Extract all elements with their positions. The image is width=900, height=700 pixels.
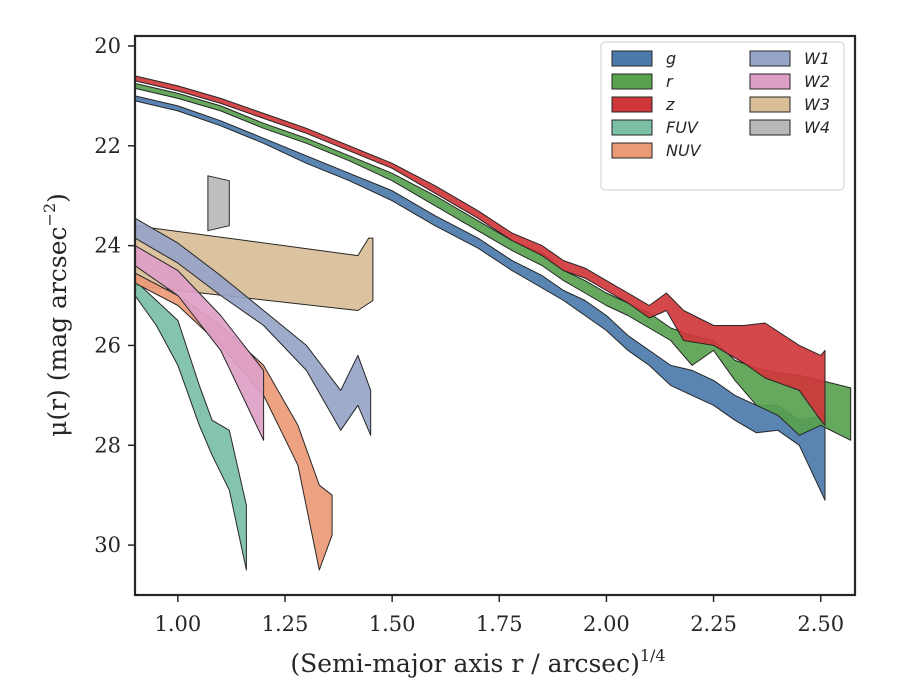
legend-swatch-w2 <box>749 73 791 90</box>
band-z <box>135 75 826 426</box>
y-tick-label: 28 <box>94 433 121 457</box>
x-axis-label: (Semi-major axis r / arcsec)1/4 <box>290 646 665 678</box>
legend-label-w4: W4 <box>804 118 830 137</box>
y-axis-label-exponent: −2 <box>40 203 59 227</box>
legend-label-g: g <box>666 49 676 68</box>
x-tick-label: 1.00 <box>154 612 201 636</box>
legend-label-z: z <box>665 95 675 114</box>
band-w4 <box>207 175 230 232</box>
legend-label-w2: W2 <box>804 72 830 91</box>
band-w1 <box>135 217 372 436</box>
legend-label-r: r <box>666 72 674 91</box>
x-tick-label: 2.50 <box>797 612 844 636</box>
y-tick-label: 24 <box>94 234 121 258</box>
legend-swatch-nuv <box>611 142 653 159</box>
band-fuv <box>135 280 247 571</box>
band-w2 <box>135 245 265 441</box>
legend-swatch-r <box>611 73 653 90</box>
bands-layer <box>135 75 852 571</box>
plot-frame <box>133 34 857 597</box>
legend-swatch-g <box>611 50 653 67</box>
x-tick-label: 2.00 <box>583 612 630 636</box>
legend-label-nuv: NUV <box>666 141 702 160</box>
y-axis-label-close: ) <box>43 193 72 203</box>
x-tick-label: 1.75 <box>476 612 523 636</box>
legend-label-w1: W1 <box>804 49 830 68</box>
y-tick-label: 30 <box>94 533 121 557</box>
y-axis: 20 22 24 26 28 30 <box>94 34 135 557</box>
legend: grz FUV NUV W1 W2 W3 W4 <box>600 41 845 191</box>
y-tick-label: 22 <box>94 134 121 158</box>
x-tick-label: 1.25 <box>262 612 309 636</box>
legend-swatch-w3 <box>749 96 791 113</box>
y-axis-label: μ(r) (mag arcsec−2) <box>40 193 72 437</box>
x-axis-label-exponent: 1/4 <box>640 646 666 665</box>
legend-label-fuv: FUV <box>666 118 699 137</box>
y-tick-label: 26 <box>94 333 121 357</box>
band-r <box>135 82 852 441</box>
legend-swatch-z <box>611 96 653 113</box>
band-g <box>135 95 826 501</box>
legend-label-w3: W3 <box>804 95 830 114</box>
legend-swatch-fuv <box>611 119 653 136</box>
x-tick-label: 2.25 <box>690 612 737 636</box>
legend-swatch-w4 <box>749 119 791 136</box>
x-axis: 1.00 1.25 1.50 1.75 2.00 2.25 2.50 <box>154 595 844 636</box>
y-tick-label: 20 <box>94 34 121 58</box>
x-tick-label: 1.50 <box>369 612 416 636</box>
legend-swatch-w1 <box>749 50 791 67</box>
